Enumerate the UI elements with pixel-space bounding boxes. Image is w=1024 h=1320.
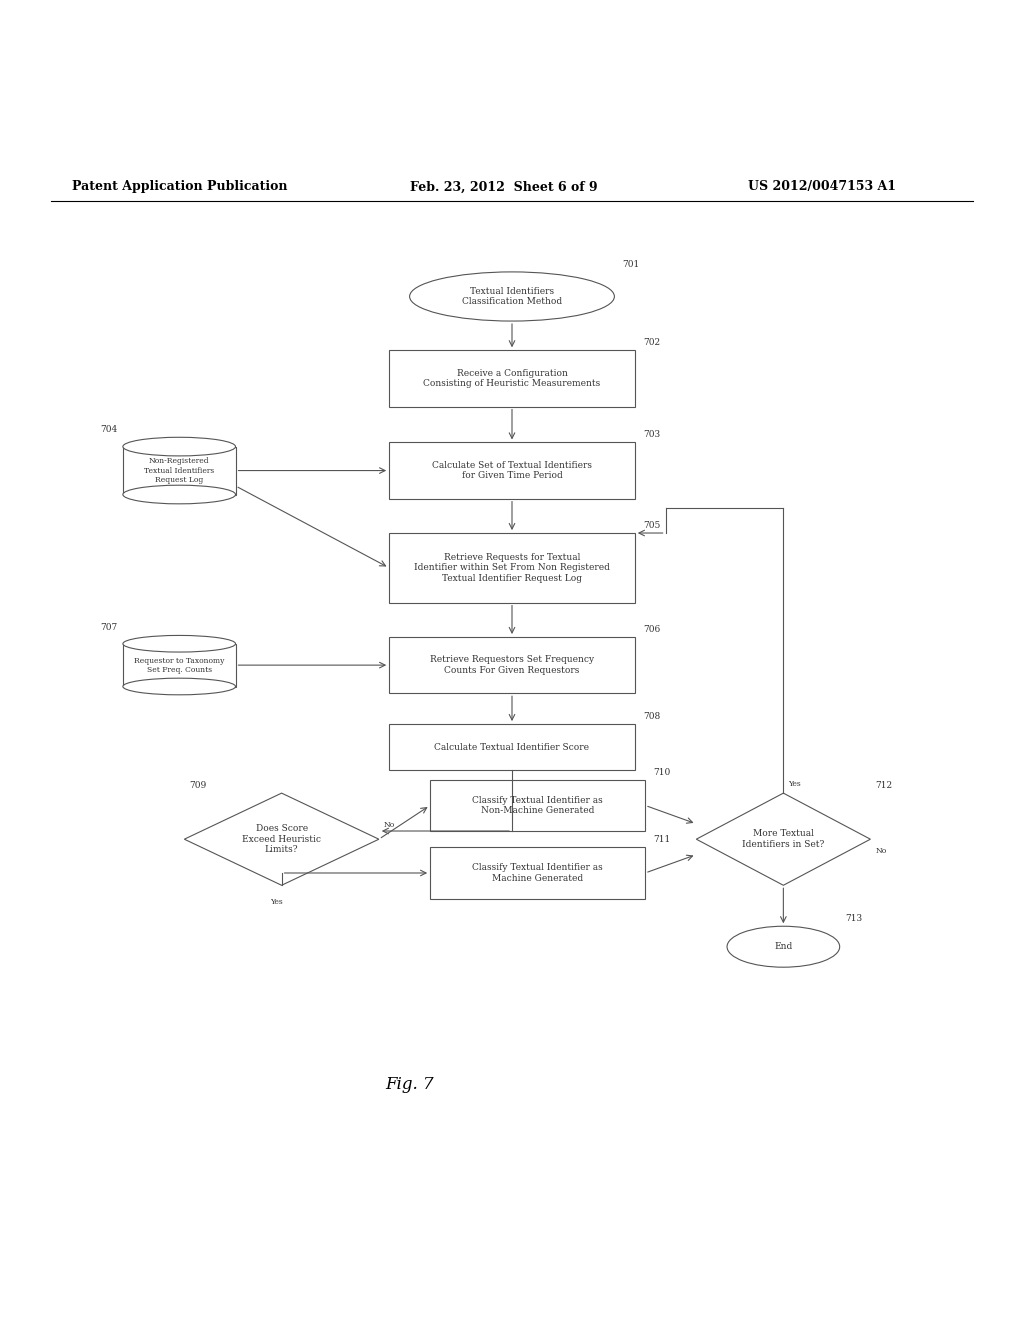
Text: No: No: [384, 821, 395, 829]
FancyBboxPatch shape: [389, 350, 635, 407]
Text: Receive a Configuration
Consisting of Heuristic Measurements: Receive a Configuration Consisting of He…: [423, 368, 601, 388]
FancyBboxPatch shape: [430, 847, 645, 899]
Ellipse shape: [410, 272, 614, 321]
Text: Yes: Yes: [788, 780, 801, 788]
FancyBboxPatch shape: [123, 644, 236, 686]
Ellipse shape: [123, 678, 236, 694]
Polygon shape: [696, 793, 870, 886]
Text: Calculate Set of Textual Identifiers
for Given Time Period: Calculate Set of Textual Identifiers for…: [432, 461, 592, 480]
FancyBboxPatch shape: [389, 533, 635, 603]
Text: Requestor to Taxonomy
Set Freq. Counts: Requestor to Taxonomy Set Freq. Counts: [134, 656, 224, 673]
Text: 701: 701: [623, 260, 640, 269]
Text: 709: 709: [189, 781, 207, 791]
Text: 708: 708: [643, 711, 660, 721]
Text: Does Score
Exceed Heuristic
Limits?: Does Score Exceed Heuristic Limits?: [242, 824, 322, 854]
Text: End: End: [774, 942, 793, 952]
Text: 712: 712: [876, 781, 893, 791]
Text: US 2012/0047153 A1: US 2012/0047153 A1: [748, 181, 896, 194]
Text: Calculate Textual Identifier Score: Calculate Textual Identifier Score: [434, 743, 590, 751]
Text: 706: 706: [643, 624, 660, 634]
Text: 705: 705: [643, 521, 660, 529]
Text: Retrieve Requestors Set Frequency
Counts For Given Requestors: Retrieve Requestors Set Frequency Counts…: [430, 656, 594, 675]
Text: More Textual
Identifiers in Set?: More Textual Identifiers in Set?: [742, 829, 824, 849]
Text: No: No: [876, 847, 887, 855]
Text: Classify Textual Identifier as
Non-Machine Generated: Classify Textual Identifier as Non-Machi…: [472, 796, 603, 816]
FancyBboxPatch shape: [389, 638, 635, 693]
Ellipse shape: [123, 635, 236, 652]
Text: Patent Application Publication: Patent Application Publication: [72, 181, 287, 194]
FancyBboxPatch shape: [123, 446, 236, 495]
Text: Yes: Yes: [270, 898, 283, 906]
Text: Non-Registered
Textual Identifiers
Request Log: Non-Registered Textual Identifiers Reque…: [144, 457, 214, 483]
Text: 713: 713: [845, 915, 862, 923]
Text: Classify Textual Identifier as
Machine Generated: Classify Textual Identifier as Machine G…: [472, 863, 603, 883]
Ellipse shape: [123, 437, 236, 455]
Text: Textual Identifiers
Classification Method: Textual Identifiers Classification Metho…: [462, 286, 562, 306]
Text: Feb. 23, 2012  Sheet 6 of 9: Feb. 23, 2012 Sheet 6 of 9: [410, 181, 597, 194]
Ellipse shape: [727, 927, 840, 968]
Ellipse shape: [123, 486, 236, 504]
FancyBboxPatch shape: [389, 442, 635, 499]
Polygon shape: [184, 793, 379, 886]
Text: Retrieve Requests for Textual
Identifier within Set From Non Registered
Textual : Retrieve Requests for Textual Identifier…: [414, 553, 610, 582]
Text: Fig. 7: Fig. 7: [385, 1077, 434, 1093]
Text: 703: 703: [643, 430, 660, 440]
Text: 710: 710: [653, 768, 671, 776]
FancyBboxPatch shape: [430, 780, 645, 832]
FancyBboxPatch shape: [389, 723, 635, 770]
Text: 711: 711: [653, 836, 671, 845]
Text: 704: 704: [100, 425, 118, 434]
Text: 702: 702: [643, 338, 660, 347]
Text: 707: 707: [100, 623, 118, 632]
